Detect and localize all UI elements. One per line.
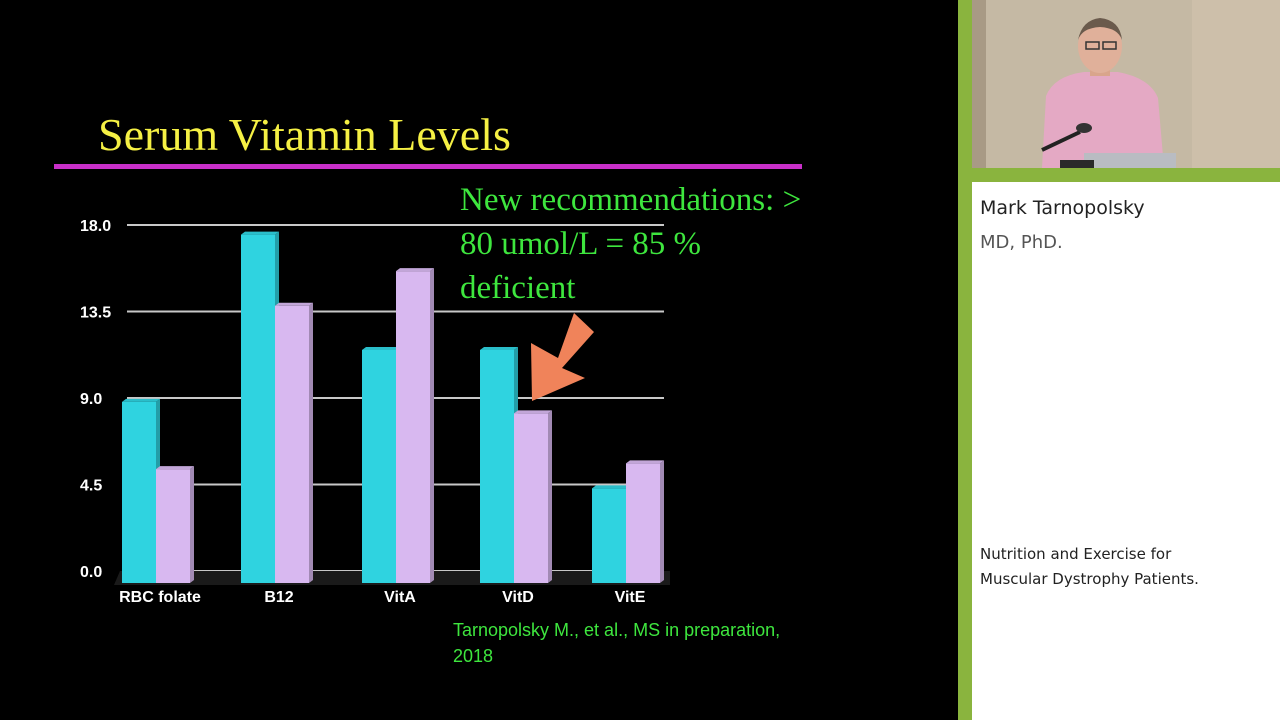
x-tick-label: VitD bbox=[502, 589, 534, 606]
x-tick-label: VitE bbox=[615, 589, 646, 606]
bar-top bbox=[514, 410, 552, 414]
bar-top bbox=[122, 398, 160, 402]
y-tick-label: 9.0 bbox=[80, 391, 102, 408]
y-tick-label: 4.5 bbox=[80, 478, 102, 495]
bar-side bbox=[430, 268, 434, 583]
bar bbox=[275, 305, 309, 583]
citation-line: 2018 bbox=[453, 646, 494, 666]
x-tick-label: B12 bbox=[264, 589, 293, 606]
bar bbox=[592, 488, 626, 583]
bar-side bbox=[309, 302, 313, 583]
speaker-name: Mark Tarnopolsky bbox=[980, 197, 1145, 219]
bar-side bbox=[190, 466, 194, 583]
bar-top bbox=[156, 466, 194, 470]
bar-top bbox=[241, 231, 279, 235]
bar-top bbox=[592, 485, 630, 489]
bar bbox=[396, 271, 430, 583]
bar-chart: 0.0 4.5 9.0 13.5 18.0 RBC folate B12 VitA VitD Vi… bbox=[80, 218, 670, 606]
bar-top bbox=[362, 346, 400, 350]
slide-title: Serum Vitamin Levels bbox=[98, 109, 511, 160]
bar bbox=[241, 234, 275, 583]
annotation-text: New recommendations: > 80 umol/L = 85 % … bbox=[460, 178, 920, 310]
x-tick-label: RBC folate bbox=[119, 589, 201, 606]
y-tick-label: 0.0 bbox=[80, 564, 102, 581]
bar bbox=[122, 401, 156, 583]
annotation-line: deficient bbox=[460, 270, 576, 306]
bar bbox=[626, 463, 660, 583]
speaker-video[interactable] bbox=[972, 0, 1280, 168]
speaker-credentials: MD, PhD. bbox=[980, 232, 1063, 253]
bar bbox=[362, 349, 396, 583]
sidebar-accent-band bbox=[972, 168, 1280, 182]
annotation-line: 80 umol/L = 85 % bbox=[460, 226, 702, 262]
citation-line: Tarnopolsky M., et al., MS in preparatio… bbox=[453, 620, 781, 640]
presentation-slide: Serum Vitamin Levels 0.0 4.5 9.0 13.5 18.0 RB… bbox=[54, 109, 920, 669]
bar-top bbox=[626, 460, 664, 464]
bar bbox=[514, 413, 548, 583]
sidebar-divider bbox=[958, 0, 972, 720]
talk-title-line: Nutrition and Exercise for bbox=[980, 545, 1172, 563]
y-tick-label: 13.5 bbox=[80, 305, 111, 322]
y-tick-label: 18.0 bbox=[80, 218, 111, 235]
title-underline bbox=[54, 164, 802, 169]
bar-top bbox=[396, 268, 434, 272]
speaker-video-frame bbox=[972, 0, 1280, 168]
citation-text: Tarnopolsky M., et al., MS in preparatio… bbox=[453, 617, 873, 669]
annotation-line: New recommendations: > bbox=[460, 182, 802, 218]
bar-side bbox=[548, 410, 552, 583]
bar bbox=[480, 349, 514, 583]
speaker-sidebar: Mark Tarnopolsky MD, PhD. Nutrition and … bbox=[972, 0, 1280, 720]
bar-side bbox=[660, 460, 664, 583]
x-tick-label: VitA bbox=[384, 589, 416, 606]
talk-title: Nutrition and Exercise for Muscular Dyst… bbox=[980, 542, 1270, 592]
talk-title-line: Muscular Dystrophy Patients. bbox=[980, 570, 1199, 588]
bar-top bbox=[480, 346, 518, 350]
bar-top bbox=[275, 302, 313, 306]
bar bbox=[156, 469, 190, 583]
